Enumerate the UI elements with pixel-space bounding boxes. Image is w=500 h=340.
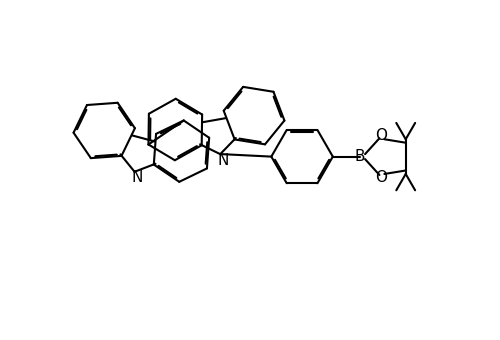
- Text: O: O: [375, 128, 387, 143]
- Text: N: N: [217, 153, 228, 168]
- Text: N: N: [132, 170, 142, 185]
- Text: O: O: [375, 170, 387, 185]
- Text: B: B: [355, 149, 366, 164]
